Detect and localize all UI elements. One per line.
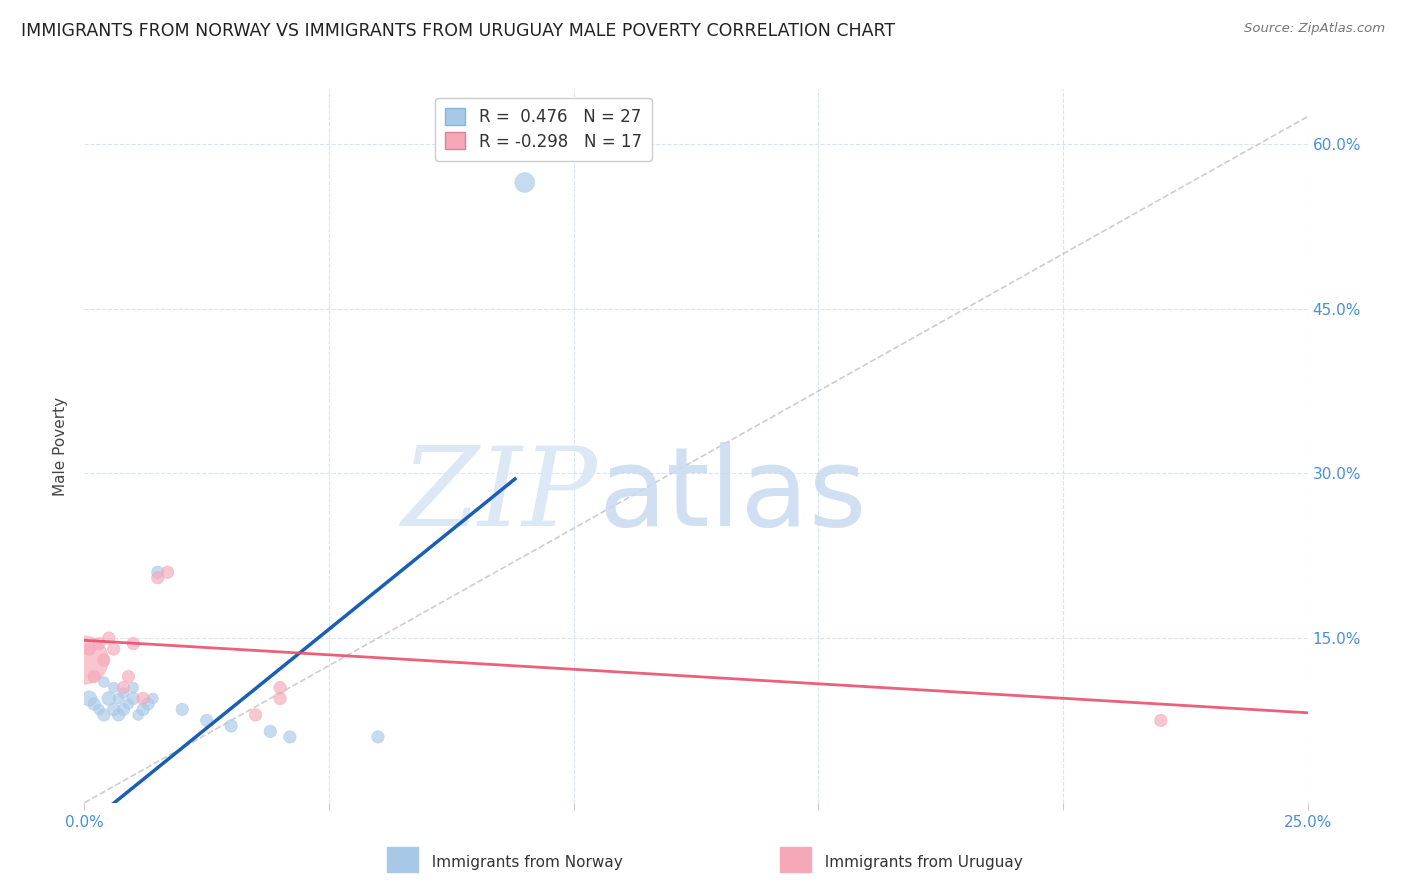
Point — [219, 719, 242, 733]
Text: IMMIGRANTS FROM NORWAY VS IMMIGRANTS FROM URUGUAY MALE POVERTY CORRELATION CHART: IMMIGRANTS FROM NORWAY VS IMMIGRANTS FRO… — [21, 22, 896, 40]
Point — [146, 571, 169, 585]
Point — [136, 697, 159, 711]
Y-axis label: Male Poverty: Male Poverty — [53, 396, 69, 496]
Point — [367, 730, 389, 744]
Point — [112, 681, 135, 695]
Point — [156, 566, 179, 580]
Point — [259, 724, 281, 739]
Point — [107, 691, 129, 706]
Point — [122, 691, 145, 706]
Point — [195, 714, 218, 728]
Point — [83, 697, 105, 711]
Point — [117, 697, 139, 711]
Point — [97, 631, 120, 645]
Point — [87, 702, 110, 716]
Point — [269, 691, 291, 706]
Point — [103, 681, 125, 695]
Point — [93, 708, 115, 723]
Point — [112, 702, 135, 716]
Point — [103, 642, 125, 657]
Point — [122, 637, 145, 651]
Point — [87, 637, 110, 651]
Text: Source: ZipAtlas.com: Source: ZipAtlas.com — [1244, 22, 1385, 36]
Point — [172, 702, 194, 716]
Legend: R =  0.476   N = 27, R = -0.298   N = 17: R = 0.476 N = 27, R = -0.298 N = 17 — [436, 97, 651, 161]
Text: ZIP: ZIP — [402, 442, 598, 549]
Point — [269, 681, 291, 695]
Text: atlas: atlas — [598, 442, 866, 549]
Point — [112, 686, 135, 700]
Point — [77, 691, 100, 706]
Point — [132, 691, 155, 706]
Point — [127, 708, 149, 723]
Point — [245, 708, 267, 723]
Point — [142, 691, 165, 706]
Point — [117, 669, 139, 683]
Point — [73, 653, 96, 667]
Text: Immigrants from Norway: Immigrants from Norway — [422, 855, 623, 870]
Point — [146, 566, 169, 580]
Point — [278, 730, 301, 744]
Point — [1150, 714, 1173, 728]
Point — [93, 675, 115, 690]
Point — [107, 708, 129, 723]
Point — [103, 702, 125, 716]
Point — [93, 653, 115, 667]
Point — [122, 681, 145, 695]
Point — [77, 642, 100, 657]
Point — [97, 691, 120, 706]
Point — [513, 176, 536, 190]
Point — [132, 702, 155, 716]
Point — [83, 669, 105, 683]
Text: Immigrants from Uruguay: Immigrants from Uruguay — [815, 855, 1024, 870]
